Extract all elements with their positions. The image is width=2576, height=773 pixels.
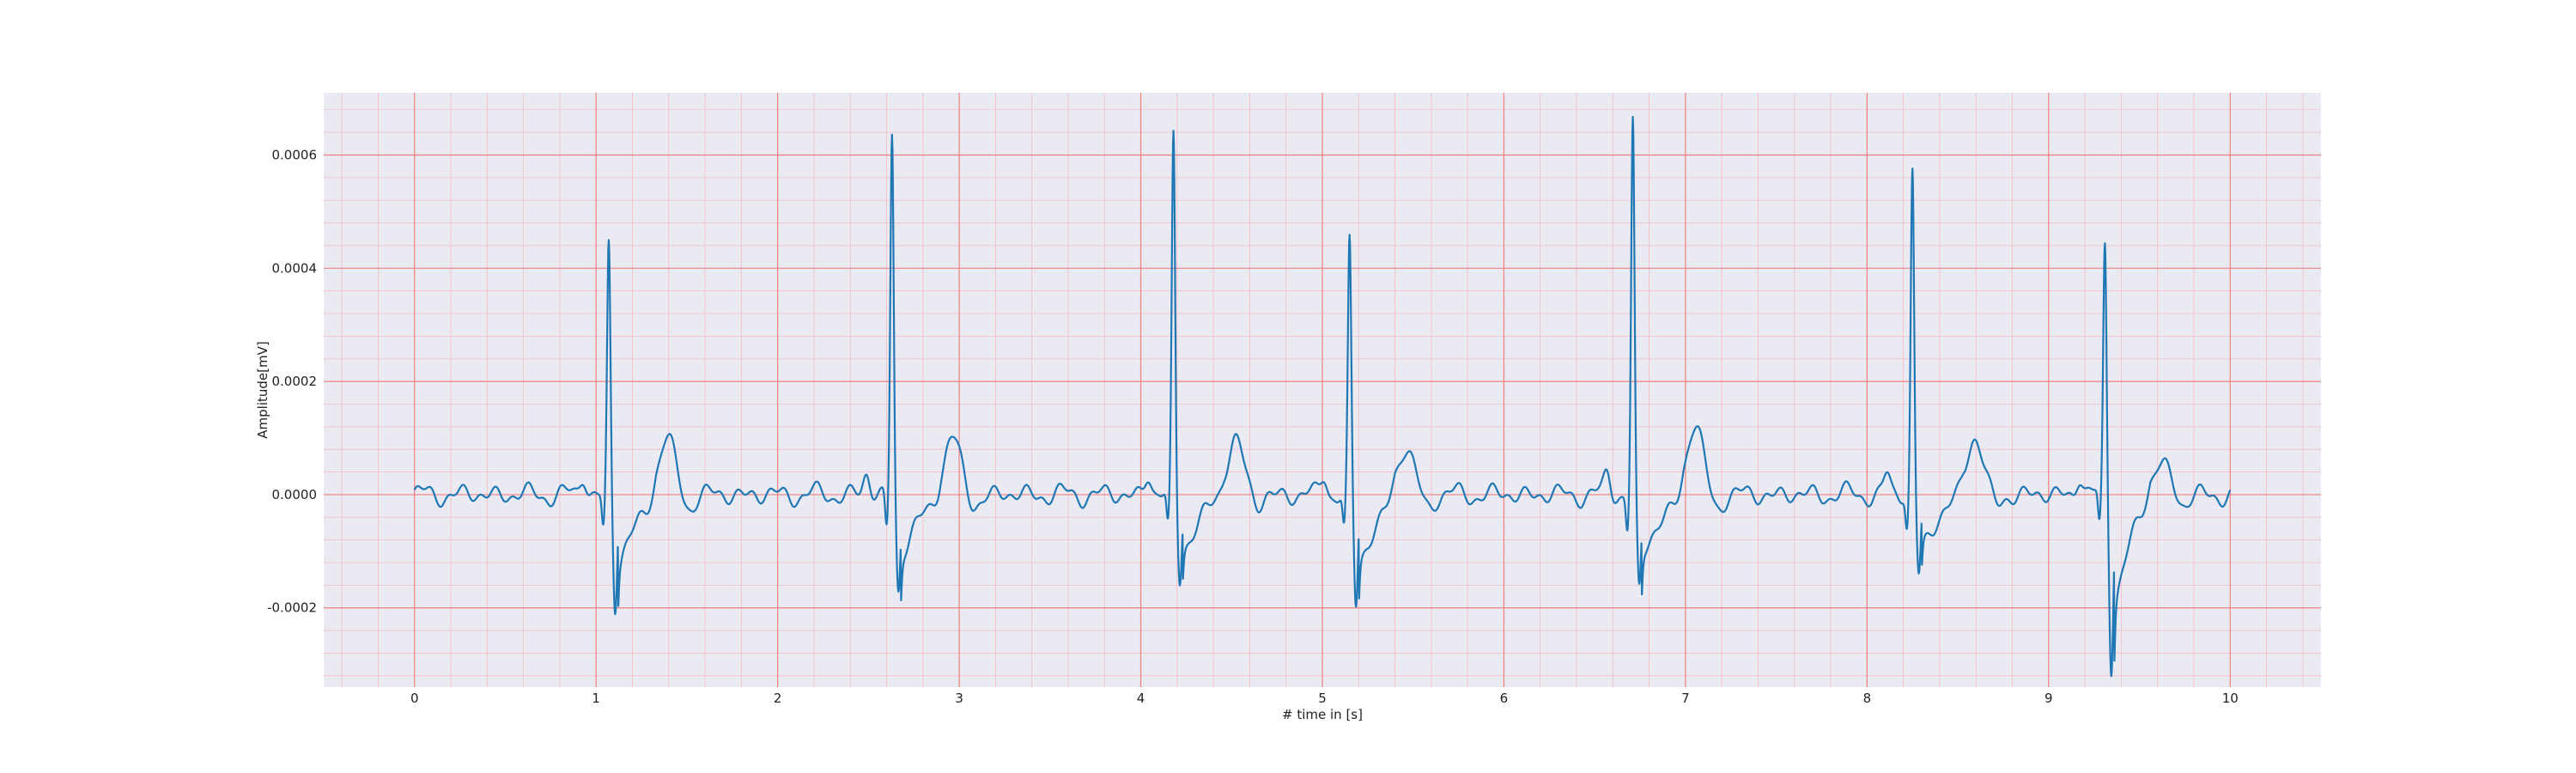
- x-axis-label: # time in [s]: [1282, 707, 1363, 722]
- x-tick-label: 3: [955, 691, 963, 706]
- major-grid: [324, 93, 2321, 687]
- x-tick-label: 6: [1500, 691, 1509, 706]
- x-tick-label: 1: [592, 691, 600, 706]
- y-tick-label: 0.0004: [272, 260, 318, 276]
- x-tick-label: 5: [1318, 691, 1327, 706]
- x-tick-label: 9: [2044, 691, 2053, 706]
- series-layer: [413, 115, 2232, 678]
- y-tick-label: -0.0002: [267, 600, 317, 616]
- y-axis-ticks: -0.0002 0.0000 0.0002 0.0004 0.0006: [267, 147, 317, 615]
- x-tick-label: 7: [1681, 691, 1690, 706]
- x-axis-ticks: 0 1 2 3 4 5 6 7 8 9 10: [410, 691, 2239, 706]
- x-tick-label: 2: [774, 691, 782, 706]
- y-axis-label: Amplitude[mV]: [255, 341, 270, 438]
- y-tick-label: 0.0000: [272, 487, 318, 502]
- ecg-series-line: [413, 115, 2232, 678]
- y-tick-label: 0.0002: [272, 374, 318, 389]
- y-tick-label: 0.0006: [272, 147, 318, 162]
- x-tick-label: 0: [410, 691, 419, 706]
- x-tick-label: 8: [1863, 691, 1872, 706]
- x-tick-label: 4: [1137, 691, 1145, 706]
- x-tick-label: 10: [2222, 691, 2239, 706]
